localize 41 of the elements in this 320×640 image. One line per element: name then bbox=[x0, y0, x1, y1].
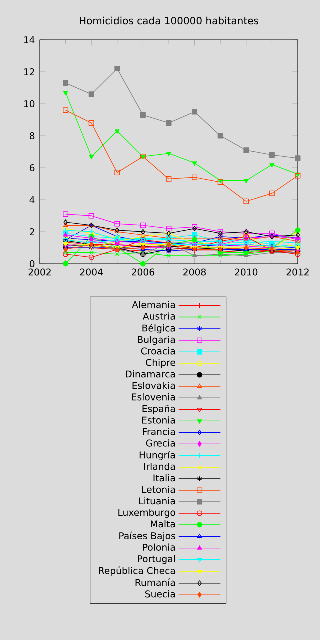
x-tick-label: 2010 bbox=[235, 268, 258, 276]
x-tick-label: 2002 bbox=[28, 268, 51, 276]
legend-label: Alemania bbox=[132, 301, 176, 308]
x-tick-label: 2006 bbox=[132, 268, 154, 276]
legend-label: Portugal bbox=[138, 555, 176, 564]
legend-label: Eslovenia bbox=[132, 394, 176, 401]
legend-label: Grecia bbox=[146, 440, 176, 447]
legend-label: Bélgica bbox=[142, 324, 176, 334]
legend-label: Dinamarca bbox=[126, 370, 176, 378]
y-tick-label: 4 bbox=[30, 196, 35, 204]
legend-label: Suecia bbox=[145, 590, 176, 598]
y-tick-label: 6 bbox=[30, 164, 35, 172]
legend-label: Luxemburgo bbox=[118, 508, 176, 518]
legend-label: Países Bajos bbox=[120, 532, 176, 542]
y-tick-label: 0 bbox=[30, 260, 35, 268]
chart-title: Homicidios cada 100000 habitantes bbox=[80, 16, 258, 25]
legend-label: Eslovakia bbox=[132, 382, 176, 390]
x-tick-label: 2008 bbox=[184, 268, 206, 276]
legend-label: Estonia bbox=[142, 416, 176, 424]
legend-label: Polonia bbox=[143, 544, 176, 552]
legend-label: República Checa bbox=[99, 566, 176, 576]
y-tick-label: 2 bbox=[30, 228, 34, 236]
legend-label: España bbox=[142, 405, 176, 414]
legend-label: Lituania bbox=[140, 497, 176, 505]
legend-label: Rumanía bbox=[136, 578, 176, 586]
legend-label: Malta bbox=[151, 520, 176, 528]
legend-label: Hungría bbox=[140, 451, 176, 461]
x-tick-label: 2012 bbox=[286, 268, 309, 276]
legend-label: Chipre bbox=[146, 359, 176, 368]
x-tick-label: 2004 bbox=[80, 268, 103, 276]
y-tick-label: 12 bbox=[24, 68, 34, 76]
y-tick-label: 8 bbox=[30, 132, 35, 140]
legend-label: Austria bbox=[143, 312, 176, 320]
legend-label: Francia bbox=[143, 428, 176, 436]
legend-label: Italia bbox=[154, 474, 176, 482]
legend-label: Irlanda bbox=[144, 462, 176, 470]
legend-label: Bulgaria bbox=[138, 336, 176, 346]
y-tick-label: 14 bbox=[24, 36, 35, 44]
y-tick-label: 10 bbox=[24, 100, 35, 108]
legend-label: Letonia bbox=[142, 486, 176, 494]
legend-label: Croacia bbox=[141, 348, 176, 355]
